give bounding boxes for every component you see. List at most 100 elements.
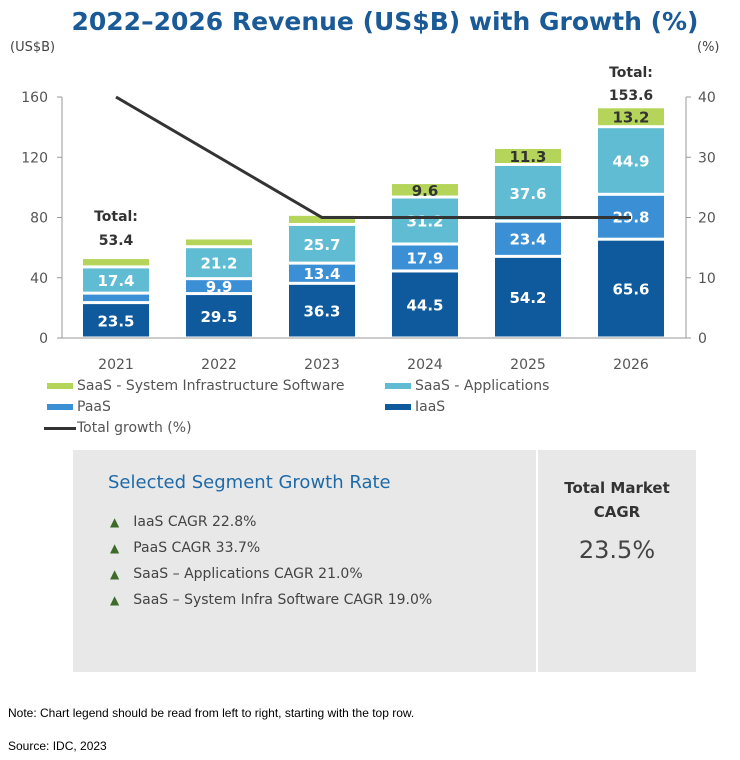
bar-segment [289,284,355,337]
bar-data-label: 21.2 [200,255,237,273]
legend-item-saas-apps: SaaS - Applications [385,378,549,394]
bar-data-label: 29.5 [200,308,237,326]
legend-label: PaaS [77,399,111,415]
segment-item: ▲ SaaS – Applications CAGR 21.0% [110,566,363,582]
y2-tick-label: 20 [698,211,716,227]
bar-segment [83,304,149,337]
up-triangle-icon: ▲ [110,515,120,529]
bar-data-label: 23.4 [509,231,546,249]
bar-segment [495,165,561,220]
legend-label: Total growth (%) [77,420,192,436]
bar-data-label: 31.2 [406,213,443,231]
bar-data-label: 11.3 [509,148,546,166]
total-label-2026: Total: [609,65,653,81]
bar-data-label: 36.3 [303,303,340,321]
bar-data-label: 54.2 [509,289,546,307]
bar-segment [392,184,458,196]
legend-label: SaaS - System Infrastructure Software [77,378,345,394]
bar-segment [392,198,458,243]
bar-segment [289,215,355,223]
segment-text: PaaS CAGR 33.7% [133,540,261,556]
x-tick-label: 2024 [407,357,443,373]
note: Note: Chart legend should be read from l… [8,706,415,720]
x-tick-label: 2026 [613,357,649,373]
bar-data-label: 9.6 [412,182,439,200]
source: Source: IDC, 2023 [8,739,107,753]
legend-item-iaas: IaaS [385,399,445,415]
total-market-cagr-value: 23.5% [578,536,656,564]
bar-segment [289,225,355,262]
chart-title: 2022–2026 Revenue (US$B) with Growth (%) [71,7,699,36]
legend-item-saas-infra: SaaS - System Infrastructure Software [47,378,345,394]
bar-segment [186,239,252,246]
panel-divider [536,450,538,672]
segment-text: SaaS – Applications CAGR 21.0% [133,566,363,582]
segment-item: ▲ IaaS CAGR 22.8% [110,514,256,530]
total-label-2021: Total: [94,209,138,225]
bar-segment [392,272,458,337]
bar-data-label: 44.5 [406,296,443,314]
x-tick-label: 2022 [201,357,237,373]
bar-segment [598,240,664,337]
legend-item-paas: PaaS [47,399,111,415]
total-value-2021: 53.4 [99,233,134,249]
growth-line [115,95,631,219]
bar-segment [83,294,149,302]
bar-segment [495,257,561,337]
y-tick-label: 40 [30,271,48,287]
bar-data-label: 37.6 [509,185,546,203]
segment-item: ▲ SaaS – System Infra Software CAGR 19.0% [110,592,432,608]
y-tick-label: 80 [30,211,48,227]
bar-segment [83,259,149,266]
segment-text: IaaS CAGR 22.8% [133,514,257,530]
up-triangle-icon: ▲ [110,567,120,581]
y2-tick-label: 40 [698,90,716,106]
legend-swatch [47,383,73,389]
y-tick-label: 0 [39,331,48,347]
bar-segment [186,295,252,337]
total-value-2026: 153.6 [609,88,653,104]
up-triangle-icon: ▲ [110,541,120,555]
legend-item-growth: Total growth (%) [44,420,192,436]
total-market-label-line: CAGR [593,503,641,521]
bar-segment [186,280,252,293]
total-market-label-line: Total Market [564,479,670,497]
chart-plot: 0 40 80 120 160 0 10 20 30 40 23.5 17.4 2021 29.5 9.9 2… [21,65,716,373]
bar-data-label: 23.5 [97,312,134,330]
segment-growth-title: Selected Segment Growth Rate [108,472,391,493]
bar-segment [495,222,561,255]
legend-line [44,426,76,430]
segment-text: SaaS – System Infra Software CAGR 19.0% [133,592,433,608]
legend-label: SaaS - Applications [415,378,550,394]
bar-segment [289,264,355,282]
legend-swatch [47,404,73,410]
legend-label: IaaS [415,399,446,415]
bar-data-label: 13.4 [303,265,340,283]
bar-segment [598,128,664,193]
bar-data-label: 17.4 [97,272,134,290]
bar-data-label: 9.9 [206,278,233,296]
x-tick-label: 2023 [304,357,340,373]
right-axis-label: (%) [697,40,720,55]
bar-segment [392,245,458,270]
bar-data-label: 13.2 [612,109,649,127]
legend-swatch [385,404,411,410]
y-tick-label: 120 [21,150,48,166]
bar-segment [598,108,664,126]
x-tick-label: 2021 [98,357,134,373]
bar-data-label: 65.6 [612,281,649,299]
y2-tick-label: 0 [698,331,707,347]
growth-panel [73,450,696,672]
bar-data-label: 17.9 [406,249,443,267]
bar-data-label: 25.7 [303,236,340,254]
legend-swatch [385,383,411,389]
y2-tick-label: 10 [698,271,716,287]
y2-tick-label: 30 [698,150,716,166]
x-tick-label: 2025 [510,357,546,373]
bar-segment [186,248,252,278]
up-triangle-icon: ▲ [110,593,120,607]
bar-segment [495,148,561,163]
total-market-label: Total Market CAGR [540,476,694,524]
y-tick-label: 160 [21,90,48,106]
left-axis-label: (US$B) [10,40,56,55]
